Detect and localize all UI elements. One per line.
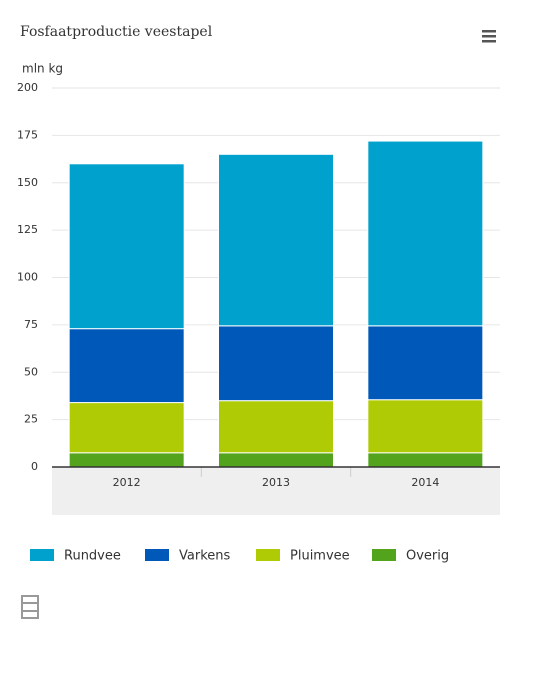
y-tick-label: 175 xyxy=(17,128,38,141)
y-tick-label: 150 xyxy=(17,176,38,189)
y-tick-label: 125 xyxy=(17,223,38,236)
x-tick-label: 2012 xyxy=(113,476,141,489)
legend-label: Varkens xyxy=(179,549,230,564)
y-tick-label: 50 xyxy=(24,365,38,378)
bar-segment xyxy=(367,452,484,468)
y-tick-label: 200 xyxy=(17,81,38,94)
bar-segment xyxy=(367,399,484,454)
y-tick-label: 25 xyxy=(24,413,38,426)
legend-swatch xyxy=(30,549,54,561)
bar-segment xyxy=(68,328,185,404)
y-axis-label: mln kg xyxy=(22,62,63,76)
bar-segment xyxy=(218,452,334,468)
menu-button[interactable] xyxy=(482,30,496,43)
legend-swatch xyxy=(145,549,169,561)
bar-segment xyxy=(218,400,334,454)
x-axis-band xyxy=(52,467,500,515)
bar-segment xyxy=(218,325,334,402)
y-tick-label: 100 xyxy=(17,271,38,284)
legend-swatch xyxy=(256,549,280,561)
bar-segment xyxy=(218,153,334,327)
bar-segment xyxy=(68,402,185,454)
legend-label: Rundvee xyxy=(64,549,121,564)
bar-segment xyxy=(68,452,185,468)
bar-segment xyxy=(367,140,484,327)
x-tick-label: 2014 xyxy=(411,476,439,489)
chart-title: Fosfaatproductie veestapel xyxy=(20,24,213,40)
bar-segment xyxy=(367,325,484,401)
y-tick-label: 0 xyxy=(31,460,38,473)
x-tick-label: 2013 xyxy=(262,476,290,489)
y-tick-label: 75 xyxy=(24,318,38,331)
logo xyxy=(21,595,39,619)
legend-label: Pluimvee xyxy=(290,549,350,564)
legend-label: Overig xyxy=(406,549,449,564)
legend-swatch xyxy=(372,549,396,561)
bar-segment xyxy=(68,163,185,330)
